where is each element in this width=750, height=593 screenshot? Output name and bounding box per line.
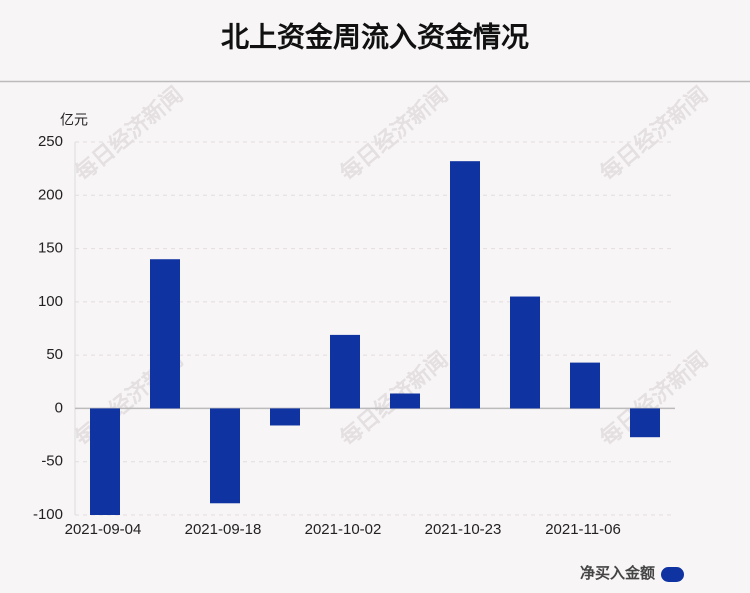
y-tick-label: 0 xyxy=(55,399,63,416)
y-tick-label: -50 xyxy=(41,453,63,470)
y-tick-label: 200 xyxy=(38,186,63,203)
x-tick-label: 2021-11-06 xyxy=(545,521,621,538)
bar xyxy=(510,296,540,409)
y-tick-label: 50 xyxy=(46,346,63,363)
bar xyxy=(150,259,180,409)
legend-swatch xyxy=(661,567,684,582)
bar xyxy=(630,408,660,438)
bar xyxy=(270,408,300,426)
legend-label: 净买入金额 xyxy=(580,564,655,582)
bar xyxy=(90,408,120,515)
bar xyxy=(570,362,600,409)
x-tick-label: 2021-09-18 xyxy=(185,521,262,538)
y-tick-label: -100 xyxy=(33,506,63,523)
x-tick-label: 2021-10-23 xyxy=(425,521,502,538)
bar xyxy=(390,393,420,409)
bar xyxy=(330,334,360,409)
bar xyxy=(450,161,480,409)
chart-title: 北上资金周流入资金情况 xyxy=(221,20,529,52)
y-tick-label: 250 xyxy=(38,133,63,150)
y-tick-label: 100 xyxy=(38,293,63,310)
y-unit: 亿元 xyxy=(60,112,88,128)
bar xyxy=(210,408,240,504)
x-tick-label: 2021-09-04 xyxy=(65,521,142,538)
y-tick-label: 150 xyxy=(38,240,63,257)
x-tick-label: 2021-10-02 xyxy=(305,521,382,538)
